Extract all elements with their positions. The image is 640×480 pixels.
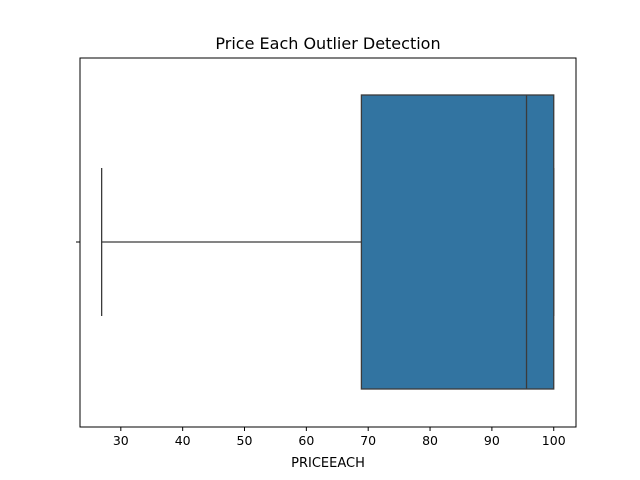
x-tick-label-60: 60: [298, 433, 314, 448]
x-tick-label-90: 90: [484, 433, 500, 448]
x-tick-label-70: 70: [360, 433, 376, 448]
x-tick-label-100: 100: [542, 433, 566, 448]
x-tick-label-80: 80: [422, 433, 438, 448]
x-tick-label-40: 40: [175, 433, 191, 448]
x-axis-label: PRICEEACH: [291, 456, 365, 471]
plot-area: 30 40 50 60 70 80 90 100: [76, 57, 577, 448]
chart-title: Price Each Outlier Detection: [215, 34, 440, 53]
x-tick-label-30: 30: [113, 433, 129, 448]
iqr-box: [360, 94, 555, 390]
x-tick-label-50: 50: [237, 433, 253, 448]
